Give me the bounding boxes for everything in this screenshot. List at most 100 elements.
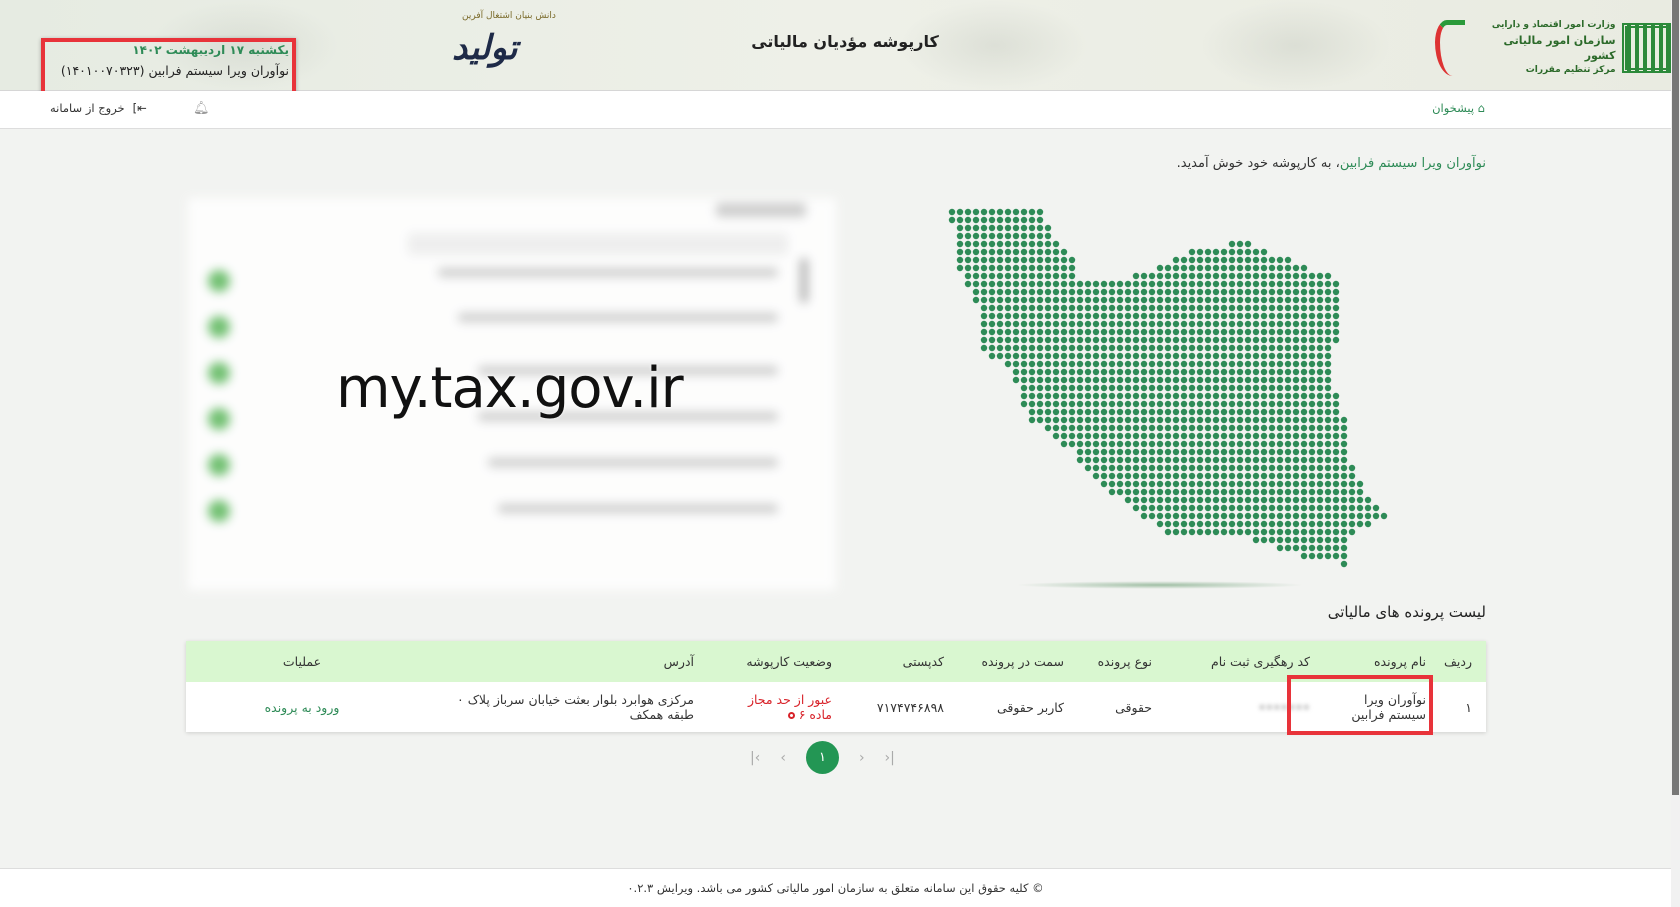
map-dot	[964, 264, 972, 272]
map-dot	[1196, 272, 1204, 280]
map-dot	[1172, 288, 1180, 296]
map-dot	[956, 216, 964, 224]
last-page-icon[interactable]: ›|	[884, 749, 895, 766]
map-dot	[1164, 344, 1172, 352]
map-dot	[1228, 360, 1236, 368]
map-dot	[1268, 344, 1276, 352]
logout-label: خروج از سامانه	[50, 101, 125, 115]
map-dot	[1276, 400, 1284, 408]
map-dot	[1180, 392, 1188, 400]
map-dot	[1308, 552, 1316, 560]
map-dot	[1092, 408, 1100, 416]
map-dot	[1220, 296, 1228, 304]
map-dot	[1324, 520, 1332, 528]
map-dot	[1156, 376, 1164, 384]
map-dot	[1188, 264, 1196, 272]
breadcrumb-home[interactable]: ⌂ پیشخوان	[1432, 101, 1485, 115]
map-dot	[1180, 464, 1188, 472]
map-dot	[1268, 296, 1276, 304]
map-dot	[1220, 360, 1228, 368]
map-dot	[1092, 472, 1100, 480]
current-date: یکشنبه ۱۷ اردیبهشت ۱۴۰۲	[132, 43, 289, 57]
map-dot	[1308, 296, 1316, 304]
map-dot	[1252, 424, 1260, 432]
map-dot	[1188, 336, 1196, 344]
map-dot	[1204, 360, 1212, 368]
map-dot	[1332, 512, 1340, 520]
map-dot	[1260, 488, 1268, 496]
map-dot	[1156, 352, 1164, 360]
map-dot	[1308, 416, 1316, 424]
map-dot	[1108, 376, 1116, 384]
map-dot	[1364, 512, 1372, 520]
map-dot	[1044, 304, 1052, 312]
map-dot	[1228, 440, 1236, 448]
map-dot	[1324, 488, 1332, 496]
map-dot	[1076, 312, 1084, 320]
map-dot	[1132, 408, 1140, 416]
map-dot	[1276, 328, 1284, 336]
map-dot	[1164, 272, 1172, 280]
map-dot	[1324, 464, 1332, 472]
map-dot	[980, 272, 988, 280]
map-dot	[1148, 456, 1156, 464]
map-dot	[1124, 296, 1132, 304]
first-page-icon[interactable]: |‹	[750, 749, 761, 766]
map-dot	[1268, 352, 1276, 360]
map-dot	[1076, 456, 1084, 464]
map-dot	[1220, 304, 1228, 312]
map-dot	[1204, 464, 1212, 472]
map-dot	[1308, 392, 1316, 400]
map-dot	[1100, 432, 1108, 440]
map-dot	[1004, 352, 1012, 360]
map-dot	[1244, 240, 1252, 248]
map-dot	[1324, 416, 1332, 424]
map-dot	[1308, 464, 1316, 472]
map-dot	[1036, 400, 1044, 408]
map-dot	[1036, 408, 1044, 416]
map-dot	[1132, 304, 1140, 312]
page-button-current[interactable]: ۱	[805, 741, 839, 774]
map-dot	[1044, 344, 1052, 352]
map-dot	[1228, 416, 1236, 424]
map-dot	[1164, 392, 1172, 400]
map-dot	[1052, 240, 1060, 248]
prev-page-icon[interactable]: ‹	[780, 749, 786, 766]
map-dot	[1292, 536, 1300, 544]
map-dot	[1212, 344, 1220, 352]
map-dot	[1332, 496, 1340, 504]
map-dot	[1108, 368, 1116, 376]
map-shadow	[1015, 581, 1305, 589]
map-dot	[1116, 384, 1124, 392]
enter-file-link[interactable]: ورود به پرونده	[264, 699, 340, 715]
map-dot	[1316, 360, 1324, 368]
map-dot	[1292, 360, 1300, 368]
map-dot	[1276, 504, 1284, 512]
next-page-icon[interactable]: ›	[858, 749, 865, 766]
map-dot	[1268, 512, 1276, 520]
map-dot	[1244, 504, 1252, 512]
map-dot	[1172, 400, 1180, 408]
map-dot	[1324, 296, 1332, 304]
map-dot	[1196, 504, 1204, 512]
map-dot	[1092, 416, 1100, 424]
tolid-logo: تولید	[452, 28, 518, 68]
nav-bar: ⇤] خروج از سامانه 🔔︎ ⌂ پیشخوان	[0, 91, 1671, 129]
map-dot	[1236, 240, 1244, 248]
map-dot	[1100, 424, 1108, 432]
map-dot	[1084, 288, 1092, 296]
col-postal: کدپستی	[902, 654, 944, 669]
map-dot	[1132, 352, 1140, 360]
map-dot	[1020, 336, 1028, 344]
map-dot	[1308, 480, 1316, 488]
map-dot	[1244, 392, 1252, 400]
map-dot	[1004, 288, 1012, 296]
scrollbar-thumb[interactable]	[1672, 0, 1679, 795]
scrollbar[interactable]	[1671, 0, 1680, 907]
map-dot	[988, 288, 996, 296]
logout-button[interactable]: ⇤] خروج از سامانه	[50, 101, 147, 115]
map-dot	[1052, 392, 1060, 400]
col-name: نام پرونده	[1373, 654, 1426, 669]
map-dot	[1340, 440, 1348, 448]
bell-icon[interactable]: 🔔︎	[193, 101, 210, 116]
